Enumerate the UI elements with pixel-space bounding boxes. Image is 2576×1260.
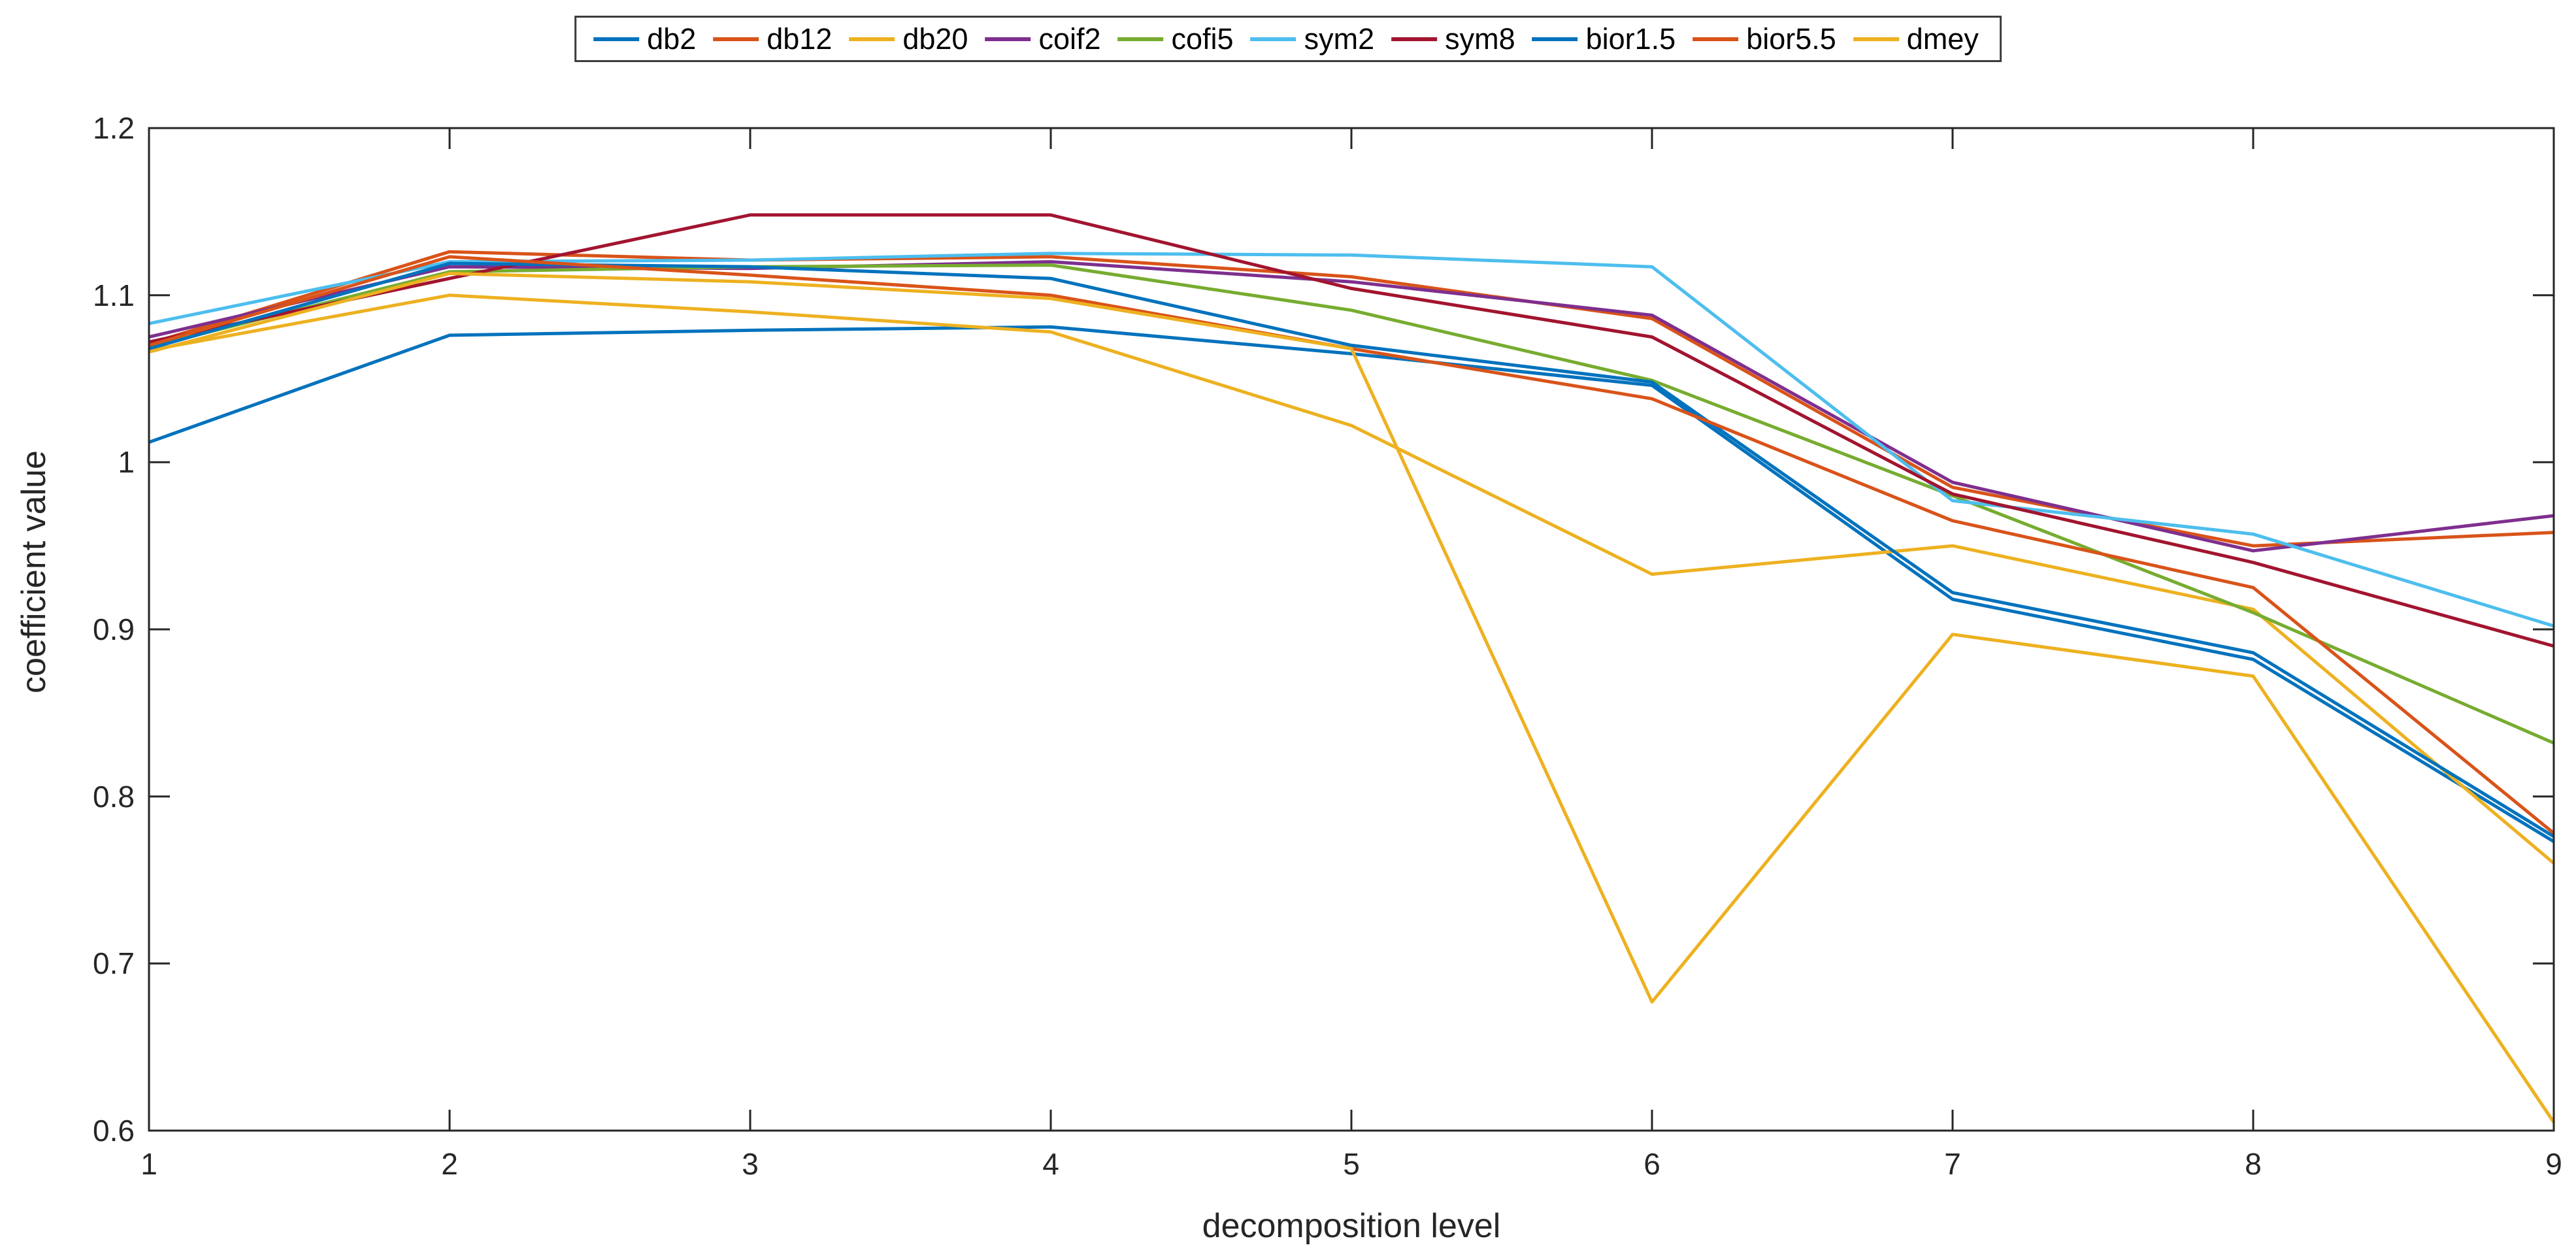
legend-label: dmey bbox=[1906, 22, 1979, 56]
series-line-sym8 bbox=[148, 213, 2554, 648]
x-tick-label: 5 bbox=[1343, 1147, 1360, 1181]
legend-line-swatch bbox=[1853, 37, 1899, 41]
legend-line-swatch bbox=[713, 37, 759, 41]
legend: db2 db12 db20 coif2 cofi5 sym2 sym8 bior1.5 bior… bbox=[574, 16, 2002, 62]
y-tick-label: 0.8 bbox=[93, 779, 135, 814]
series-line-dmey bbox=[148, 271, 2556, 1123]
legend-line-swatch bbox=[1117, 37, 1164, 41]
series-line-cofi5 bbox=[148, 263, 2554, 745]
y-tick-label: 0.6 bbox=[93, 1114, 135, 1148]
legend-label: db12 bbox=[767, 22, 833, 56]
series-line-sym2 bbox=[148, 252, 2554, 628]
x-tick-label: 4 bbox=[1042, 1147, 1059, 1181]
series-lines bbox=[148, 213, 2556, 1123]
x-axis-title: decomposition level bbox=[1202, 1207, 1501, 1245]
y-tick-label: 1.1 bbox=[93, 278, 135, 312]
series-line-db20 bbox=[148, 293, 2555, 865]
x-tick-label: 7 bbox=[1944, 1147, 1961, 1181]
series-line-db12 bbox=[148, 250, 2554, 548]
axes-box bbox=[148, 127, 2555, 1132]
legend-line-swatch bbox=[1250, 37, 1296, 41]
y-tick-label: 0.7 bbox=[93, 946, 135, 981]
legend-label: sym2 bbox=[1304, 22, 1375, 56]
legend-item-sym8: sym8 bbox=[1391, 24, 1515, 54]
legend-label: db20 bbox=[902, 22, 968, 56]
legend-item-sym2: sym2 bbox=[1250, 22, 1375, 56]
legend-line-swatch bbox=[849, 37, 895, 41]
legend-line-swatch bbox=[1693, 37, 1739, 41]
series-line-coif2 bbox=[148, 260, 2554, 553]
legend-item-bior1.5: bior1.5 bbox=[1532, 24, 1676, 54]
legend-line-swatch bbox=[985, 37, 1031, 41]
y-axis-title: coefficient value bbox=[15, 450, 53, 693]
x-tick-label: 3 bbox=[742, 1147, 759, 1181]
legend-line-swatch bbox=[1391, 37, 1438, 41]
series-line-db2 bbox=[148, 325, 2555, 843]
x-tick-label: 2 bbox=[441, 1147, 458, 1181]
plot-box bbox=[148, 127, 2555, 1132]
y-tick-label: 1 bbox=[118, 445, 135, 480]
y-tick-label: 0.9 bbox=[93, 612, 135, 646]
series-line-bior5.5 bbox=[148, 255, 2555, 835]
legend-label: sym8 bbox=[1445, 22, 1515, 56]
legend-item-bior5.5: bior5.5 bbox=[1693, 24, 1836, 54]
legend-label: coif2 bbox=[1038, 22, 1101, 56]
legend-item-cofi5: cofi5 bbox=[1117, 22, 1234, 56]
legend-line-swatch bbox=[1532, 37, 1578, 41]
legend-item-db12: db12 bbox=[713, 24, 832, 54]
y-tick-label: 1.2 bbox=[93, 111, 135, 145]
legend-label: db2 bbox=[647, 22, 697, 56]
legend-label: bior5.5 bbox=[1746, 22, 1836, 56]
x-tick-label: 8 bbox=[2245, 1147, 2262, 1181]
legend-label: bior1.5 bbox=[1585, 22, 1676, 56]
series-line-bior1.5 bbox=[148, 261, 2555, 838]
legend-line-swatch bbox=[593, 37, 640, 41]
x-tick-label: 1 bbox=[140, 1147, 157, 1181]
x-tick-label: 9 bbox=[2545, 1147, 2562, 1181]
legend-item-dmey: dmey bbox=[1853, 24, 1979, 54]
x-tick-label: 6 bbox=[1643, 1147, 1660, 1181]
legend-item-db20: db20 bbox=[849, 24, 968, 54]
legend-item-db2: db2 bbox=[593, 24, 696, 54]
legend-label: cofi5 bbox=[1171, 22, 1234, 56]
legend-item-coif2: coif2 bbox=[985, 22, 1101, 56]
